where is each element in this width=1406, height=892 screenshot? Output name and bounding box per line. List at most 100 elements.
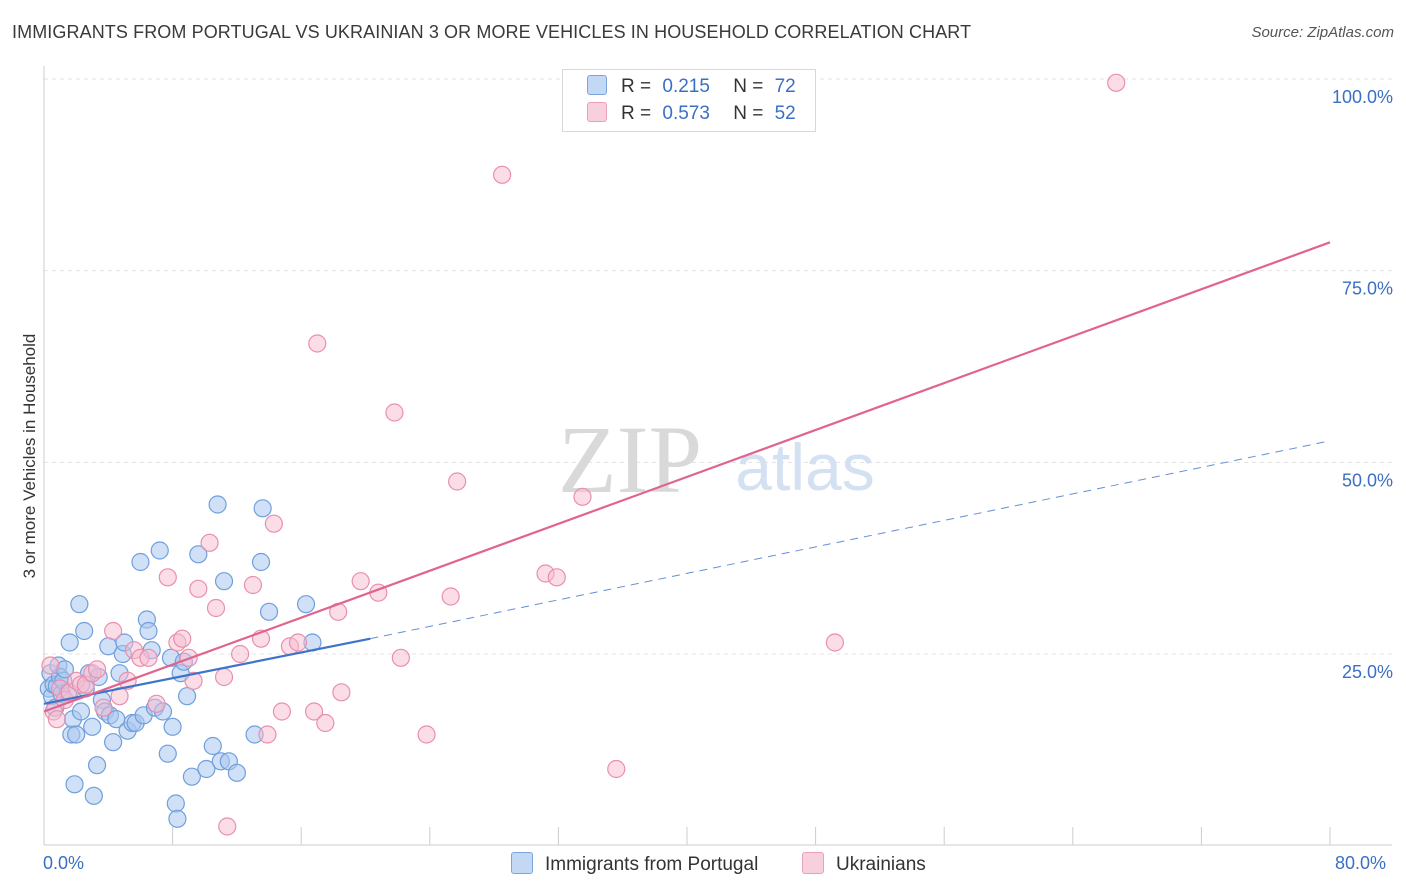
chart-title: IMMIGRANTS FROM PORTUGAL VS UKRAINIAN 3 … — [12, 22, 972, 42]
data-point-ukrainians — [1107, 73, 1126, 92]
data-point-portugal — [163, 717, 182, 736]
data-point-portugal — [203, 736, 222, 756]
data-point-portugal — [168, 809, 187, 828]
data-point-portugal — [83, 717, 102, 736]
data-point-portugal — [75, 621, 94, 641]
data-point-ukrainians — [87, 660, 107, 679]
x-tick-label-max: 80.0% — [1335, 853, 1387, 873]
bottom-legend-portugal: Immigrants from Portugal — [511, 852, 758, 876]
data-point-ukrainians — [385, 403, 404, 422]
data-point-ukrainians — [288, 633, 308, 652]
watermark-atlas: atlas — [735, 430, 874, 504]
data-point-ukrainians — [316, 713, 335, 733]
y-axis-label: 3 or more Vehicles in Household — [20, 333, 39, 579]
data-point-ukrainians — [264, 514, 283, 533]
bottom-legend-swatch-pink — [802, 852, 824, 874]
data-point-ukrainians — [258, 725, 277, 744]
legend-n-value-ukrainians: 52 — [774, 103, 796, 124]
data-point-ukrainians — [200, 533, 219, 552]
data-point-portugal — [227, 763, 246, 782]
data-point-ukrainians — [304, 702, 324, 721]
legend-swatch-blue — [587, 75, 607, 95]
data-point-ukrainians — [351, 572, 370, 591]
data-point-ukrainians — [173, 629, 192, 648]
data-point-ukrainians — [231, 644, 250, 664]
data-point-ukrainians — [272, 702, 292, 721]
y-tick-label-50: 50.0% — [1342, 470, 1393, 490]
data-point-ukrainians — [607, 759, 626, 779]
data-point-portugal — [197, 759, 216, 779]
bottom-legend-label-ukrainians: Ukrainians — [836, 854, 926, 875]
stats-legend: R = 0.215 N = 72 R = 0.573 N = 52 — [562, 69, 816, 132]
y-tick-label-100: 100.0% — [1332, 87, 1393, 107]
trend-line-ukrainians — [43, 241, 1331, 713]
data-point-portugal — [296, 595, 316, 614]
data-point-portugal — [131, 552, 150, 572]
legend-r-label: R = — [621, 103, 652, 124]
data-point-portugal — [208, 495, 227, 514]
data-point-portugal — [253, 499, 272, 518]
data-point-ukrainians — [139, 648, 158, 667]
data-point-ukrainians — [94, 698, 113, 717]
data-point-portugal — [251, 552, 271, 572]
watermark: ZIP atlas — [558, 406, 875, 513]
data-point-ukrainians — [147, 694, 166, 713]
x-tick-label-min: 0.0% — [43, 853, 85, 873]
data-point-portugal — [166, 794, 185, 813]
trend-line-portugal — [43, 637, 371, 705]
data-point-ukrainians — [41, 656, 60, 675]
legend-n-value-portugal: 72 — [774, 76, 796, 97]
bottom-legend-ukrainians: Ukrainians — [802, 852, 926, 876]
y-tick-label-25: 25.0% — [1342, 662, 1393, 682]
data-point-ukrainians — [47, 710, 66, 729]
y-tick-label-75: 75.0% — [1342, 279, 1393, 299]
data-point-ukrainians — [391, 648, 410, 667]
data-point-portugal — [65, 775, 84, 794]
data-point-ukrainians — [218, 817, 237, 836]
data-point-ukrainians — [825, 633, 844, 652]
data-point-ukrainians — [573, 487, 592, 506]
data-point-portugal — [139, 621, 158, 641]
data-point-portugal — [84, 786, 103, 805]
y-tick-labels: 25.0% 50.0% 75.0% 100.0% — [1332, 87, 1393, 682]
data-point-ukrainians — [158, 568, 177, 587]
gridlines — [44, 78, 1392, 655]
legend-row-ukrainians: R = 0.573 N = 52 — [587, 102, 796, 126]
trend-lines — [43, 241, 1331, 713]
data-point-ukrainians — [493, 165, 512, 184]
data-point-ukrainians — [214, 667, 234, 687]
legend-r-label: R = — [621, 76, 652, 97]
legend-r-value-portugal: 0.215 — [662, 76, 710, 97]
data-point-portugal — [189, 545, 208, 564]
data-point-portugal — [214, 572, 234, 591]
data-point-ukrainians — [417, 725, 436, 744]
data-point-ukrainians — [206, 598, 226, 618]
data-point-ukrainians — [308, 334, 327, 353]
data-point-portugal — [60, 633, 79, 652]
data-point-ukrainians — [243, 575, 263, 595]
trend-line-portugal-extension — [370, 440, 1331, 640]
data-point-portugal — [182, 767, 201, 786]
data-point-ukrainians — [448, 472, 467, 491]
series-ukrainians-points — [41, 73, 1126, 836]
legend-row-portugal: R = 0.215 N = 72 — [587, 75, 796, 99]
data-point-ukrainians — [104, 621, 123, 641]
data-point-ukrainians — [332, 683, 351, 702]
data-point-portugal — [71, 702, 91, 721]
axes — [43, 66, 1392, 846]
legend-n-label: N = — [733, 103, 764, 124]
legend-r-value-ukrainians: 0.573 — [662, 103, 710, 124]
data-point-portugal — [177, 687, 197, 706]
data-point-ukrainians — [547, 568, 566, 587]
legend-swatch-pink — [587, 102, 607, 122]
data-point-portugal — [158, 744, 177, 763]
data-point-portugal — [87, 756, 107, 775]
data-point-portugal — [67, 725, 86, 744]
bottom-legend-label-portugal: Immigrants from Portugal — [545, 854, 759, 875]
source-credit: Source: ZipAtlas.com — [1251, 24, 1394, 41]
data-point-ukrainians — [184, 671, 203, 690]
data-point-ukrainians — [189, 579, 208, 598]
data-point-portugal — [70, 595, 89, 614]
data-point-portugal — [104, 733, 123, 752]
